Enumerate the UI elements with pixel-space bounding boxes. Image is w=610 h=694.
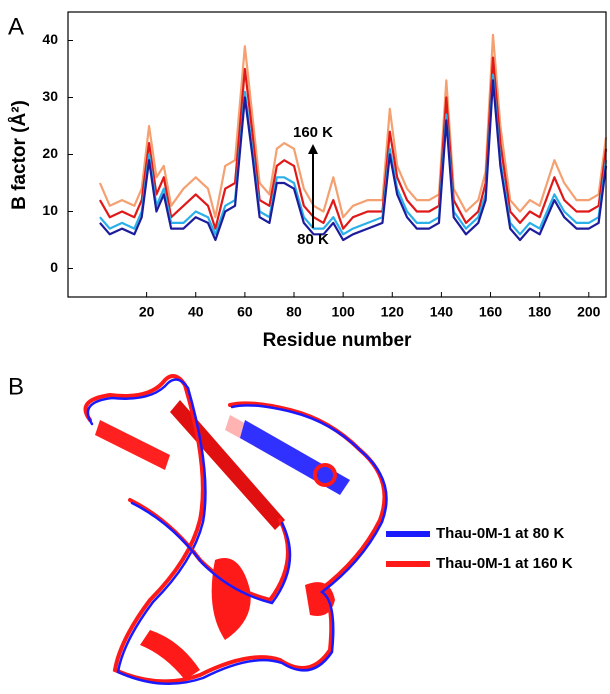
x-tick-label: 140 [430, 304, 454, 320]
loop [313, 463, 337, 487]
y-tick-label: 20 [42, 145, 58, 161]
sheet [170, 400, 285, 530]
sheet [95, 420, 170, 470]
y-tick-label: 10 [42, 202, 58, 218]
helix [140, 630, 200, 680]
series-line [98, 33, 608, 219]
helix [305, 582, 335, 616]
x-tick-label: 20 [139, 304, 155, 320]
annotation-text: 160 K [293, 124, 333, 141]
x-tick-label: 180 [528, 304, 552, 320]
x-tick-label: 40 [188, 304, 204, 320]
x-tick-label: 200 [577, 304, 601, 320]
y-tick-label: 0 [50, 259, 58, 275]
x-axis-title: Residue number [263, 330, 412, 351]
panel-label: A [8, 13, 24, 40]
legend-label: Thau-0M-1 at 160 K [436, 555, 573, 572]
annotation-text: 80 K [297, 231, 329, 248]
x-tick-label: 120 [381, 304, 405, 320]
series-line [99, 79, 608, 242]
annotation: 160 K 80 K [293, 124, 333, 248]
y-axis-title: B factor (Å²) [9, 100, 30, 210]
legend: Thau-0M-1 at 80 K Thau-0M-1 at 160 K [386, 525, 573, 572]
y-tick-label: 30 [42, 88, 58, 104]
x-tick-label: 80 [286, 304, 302, 320]
series-line [98, 56, 608, 230]
legend-label: Thau-0M-1 at 80 K [436, 525, 565, 542]
ribbon-80k [86, 378, 388, 686]
x-tick-label: 60 [237, 304, 253, 320]
y-tick-label: 40 [42, 31, 58, 47]
arrow-head [308, 144, 318, 154]
series-line [99, 73, 608, 236]
ribbon-80k [130, 501, 292, 605]
panel-label: B [8, 373, 24, 400]
sheet [240, 420, 350, 495]
helix [211, 558, 251, 640]
x-tick-label: 100 [331, 304, 355, 320]
x-tick-label: 160 [479, 304, 503, 320]
plot: 0 10 20 30 40 20 40 60 80 100 120 140 160 180 200 [42, 11, 608, 320]
protein-structure [83, 374, 388, 686]
